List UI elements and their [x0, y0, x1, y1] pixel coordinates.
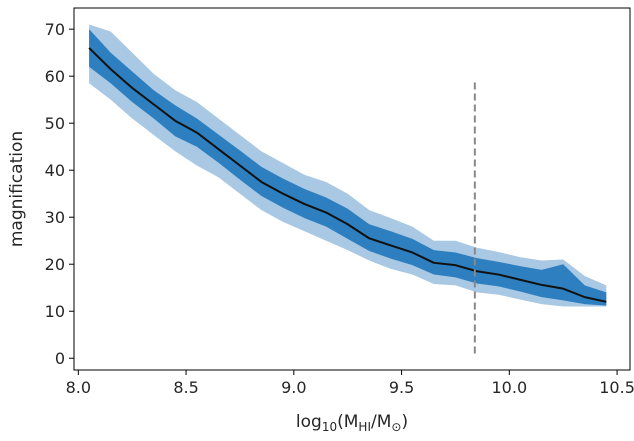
x-axis-label-log-sub: 10: [322, 420, 337, 434]
x-axis-label-open: (M: [337, 412, 358, 432]
y-axis: 0 10 20 30 40 50 60 70: [45, 20, 74, 368]
y-axis-label: magnification: [7, 131, 27, 247]
x-tick-label: 9.0: [281, 378, 306, 397]
x-axis-label-log: log: [296, 412, 322, 432]
x-tick-label: 10.5: [599, 378, 634, 397]
x-tick-label: 8.0: [66, 378, 91, 397]
x-tick-label: 10.0: [492, 378, 528, 397]
x-axis: 8.0 8.5 9.0 9.5 10.0 10.5: [66, 370, 634, 397]
y-tick-label: 40: [45, 161, 65, 180]
x-axis-label-close: ): [401, 412, 408, 432]
y-tick-label: 30: [45, 208, 65, 227]
x-axis-label-den-sub: ⊙: [391, 420, 401, 434]
plot-frame: [73, 7, 631, 371]
y-tick-label: 10: [45, 302, 65, 321]
y-tick-label: 20: [45, 255, 65, 274]
x-axis-label-slash: /M: [371, 412, 391, 432]
inner-band: [89, 29, 607, 306]
y-tick-label: 60: [45, 67, 65, 86]
median-line-group: [88, 47, 607, 303]
confidence-bands: [89, 24, 607, 307]
x-axis-label: log10(MHI/M⊙): [296, 412, 408, 434]
median-line: [88, 47, 607, 303]
y-tick-label: 50: [45, 114, 65, 133]
y-tick-label: 0: [55, 349, 65, 368]
outer-band: [89, 24, 607, 307]
x-tick-label: 9.5: [389, 378, 414, 397]
x-axis-label-num-sub: HI: [358, 420, 371, 434]
y-tick-label: 70: [45, 20, 65, 39]
x-tick-label: 8.5: [173, 378, 198, 397]
